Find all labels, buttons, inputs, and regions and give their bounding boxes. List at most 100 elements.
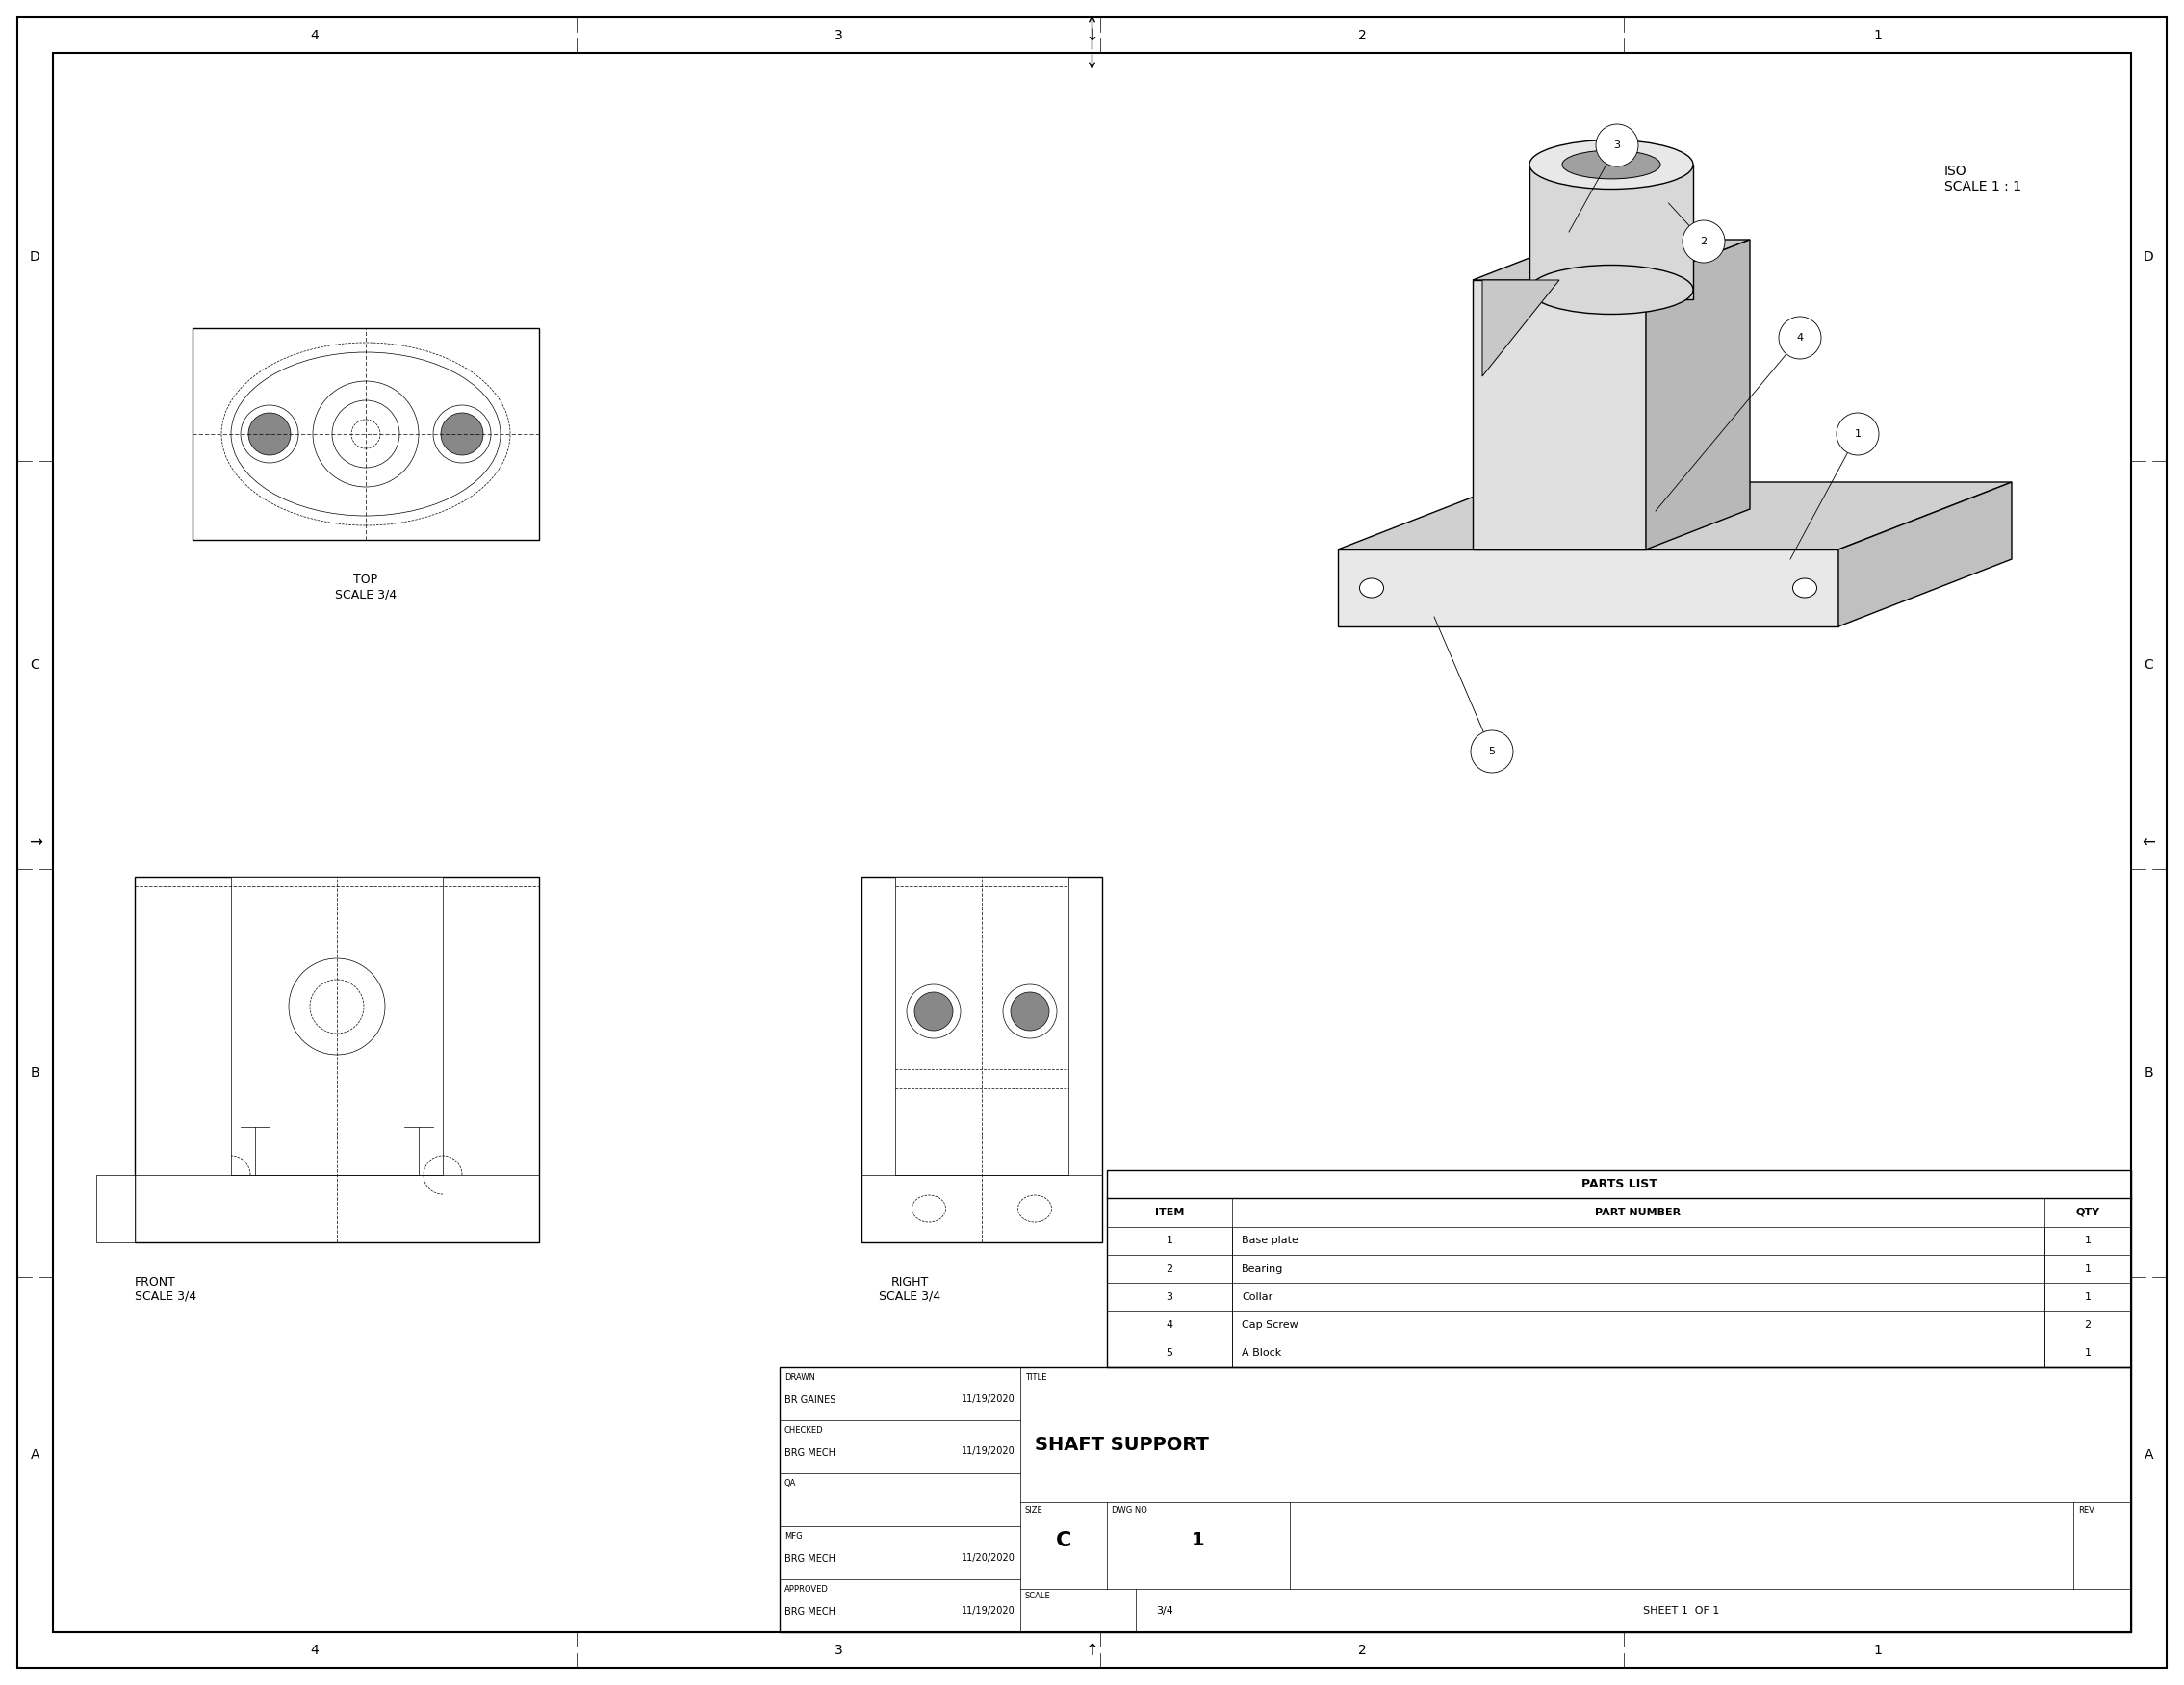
Circle shape xyxy=(249,413,290,455)
Text: 1: 1 xyxy=(1854,430,1861,438)
Text: 2: 2 xyxy=(1358,1643,1367,1656)
Text: ITEM: ITEM xyxy=(1155,1208,1184,1217)
Text: 4: 4 xyxy=(310,1643,319,1656)
Text: DWG NO: DWG NO xyxy=(1112,1506,1147,1515)
Text: D: D xyxy=(2145,249,2153,263)
Text: ISO
SCALE 1 : 1: ISO SCALE 1 : 1 xyxy=(1944,165,2022,194)
Text: REV: REV xyxy=(2079,1506,2094,1515)
Ellipse shape xyxy=(1562,150,1660,179)
Text: SCALE: SCALE xyxy=(1024,1592,1051,1601)
Text: QTY: QTY xyxy=(2075,1208,2099,1217)
Text: A Block: A Block xyxy=(1243,1348,1282,1358)
Text: A: A xyxy=(2145,1447,2153,1461)
Text: BRG MECH: BRG MECH xyxy=(784,1554,836,1564)
Text: Collar: Collar xyxy=(1243,1292,1273,1303)
Text: 1: 1 xyxy=(2084,1235,2090,1245)
Circle shape xyxy=(1778,317,1821,359)
Text: 4: 4 xyxy=(1797,334,1804,342)
Text: Cap Screw: Cap Screw xyxy=(1243,1321,1297,1329)
Bar xyxy=(780,1368,2132,1633)
Circle shape xyxy=(441,413,483,455)
Text: SIZE: SIZE xyxy=(1024,1506,1044,1515)
Text: ↓: ↓ xyxy=(1085,27,1099,44)
Text: 1: 1 xyxy=(2084,1292,2090,1303)
Text: 11/20/2020: 11/20/2020 xyxy=(961,1552,1016,1562)
Circle shape xyxy=(915,992,952,1031)
Polygon shape xyxy=(1529,165,1693,300)
Bar xyxy=(1107,1169,2132,1368)
Text: TOP
SCALE 3/4: TOP SCALE 3/4 xyxy=(334,573,397,600)
Text: RIGHT
SCALE 3/4: RIGHT SCALE 3/4 xyxy=(878,1276,941,1303)
Bar xyxy=(96,1174,135,1242)
Text: FRONT
SCALE 3/4: FRONT SCALE 3/4 xyxy=(135,1276,197,1303)
Text: 4: 4 xyxy=(1166,1321,1173,1329)
Text: 1: 1 xyxy=(1874,1643,1883,1656)
Text: Base plate: Base plate xyxy=(1243,1235,1297,1245)
Text: 1: 1 xyxy=(1874,29,1883,42)
Text: 11/19/2020: 11/19/2020 xyxy=(961,1393,1016,1404)
Text: D: D xyxy=(31,249,39,263)
Circle shape xyxy=(1597,125,1638,167)
Text: DRAWN: DRAWN xyxy=(784,1373,815,1382)
Bar xyxy=(232,876,443,1174)
Text: ←: ← xyxy=(2143,834,2156,851)
Bar xyxy=(135,876,539,1242)
Text: 11/19/2020: 11/19/2020 xyxy=(961,1447,1016,1456)
Polygon shape xyxy=(1472,280,1647,549)
Bar xyxy=(860,876,1103,1242)
Polygon shape xyxy=(1483,280,1559,376)
Circle shape xyxy=(1470,730,1514,773)
Ellipse shape xyxy=(1529,265,1693,313)
Text: C: C xyxy=(2145,659,2153,672)
Circle shape xyxy=(1682,221,1725,263)
Text: PARTS LIST: PARTS LIST xyxy=(1581,1178,1658,1191)
Text: Bearing: Bearing xyxy=(1243,1264,1284,1274)
Text: B: B xyxy=(2145,1067,2153,1080)
Text: BRG MECH: BRG MECH xyxy=(784,1606,836,1616)
Text: 1: 1 xyxy=(1166,1235,1173,1245)
Bar xyxy=(895,876,1068,1174)
Text: 5: 5 xyxy=(1489,746,1496,757)
Text: A: A xyxy=(31,1447,39,1461)
Text: ↑: ↑ xyxy=(1085,1641,1099,1658)
Text: BRG MECH: BRG MECH xyxy=(784,1447,836,1458)
Polygon shape xyxy=(1339,482,2011,549)
Text: SHEET 1  OF 1: SHEET 1 OF 1 xyxy=(1642,1606,1719,1616)
Text: 4: 4 xyxy=(310,29,319,42)
Bar xyxy=(192,329,539,539)
Text: TITLE: TITLE xyxy=(1024,1373,1046,1382)
Ellipse shape xyxy=(1793,578,1817,598)
Text: C: C xyxy=(1055,1532,1072,1550)
Text: MFG: MFG xyxy=(784,1532,802,1540)
Text: 3: 3 xyxy=(834,1643,843,1656)
Text: CHECKED: CHECKED xyxy=(784,1426,823,1436)
Circle shape xyxy=(1837,413,1878,455)
Text: SHAFT SUPPORT: SHAFT SUPPORT xyxy=(1035,1436,1208,1454)
Text: 2: 2 xyxy=(1166,1264,1173,1274)
Ellipse shape xyxy=(1529,140,1693,189)
Polygon shape xyxy=(1339,549,1839,627)
Text: C: C xyxy=(31,659,39,672)
Text: 11/19/2020: 11/19/2020 xyxy=(961,1606,1016,1616)
Polygon shape xyxy=(1472,239,1749,280)
Text: 1: 1 xyxy=(2084,1348,2090,1358)
Circle shape xyxy=(1011,992,1048,1031)
Ellipse shape xyxy=(1361,578,1385,598)
Text: PART NUMBER: PART NUMBER xyxy=(1594,1208,1682,1217)
Text: 1: 1 xyxy=(2084,1264,2090,1274)
Text: BR GAINES: BR GAINES xyxy=(784,1395,836,1405)
Text: B: B xyxy=(31,1067,39,1080)
Text: 3/4: 3/4 xyxy=(1155,1606,1173,1616)
Text: 1: 1 xyxy=(1192,1532,1206,1550)
Text: 3: 3 xyxy=(1166,1292,1173,1303)
Polygon shape xyxy=(1647,239,1749,549)
Polygon shape xyxy=(1839,482,2011,627)
Text: 2: 2 xyxy=(1701,236,1708,246)
Text: 2: 2 xyxy=(2084,1321,2090,1329)
Text: →: → xyxy=(28,834,41,851)
Text: 2: 2 xyxy=(1358,29,1367,42)
Text: 5: 5 xyxy=(1166,1348,1173,1358)
Text: APPROVED: APPROVED xyxy=(784,1586,828,1594)
Text: 3: 3 xyxy=(834,29,843,42)
Text: 3: 3 xyxy=(1614,140,1621,150)
